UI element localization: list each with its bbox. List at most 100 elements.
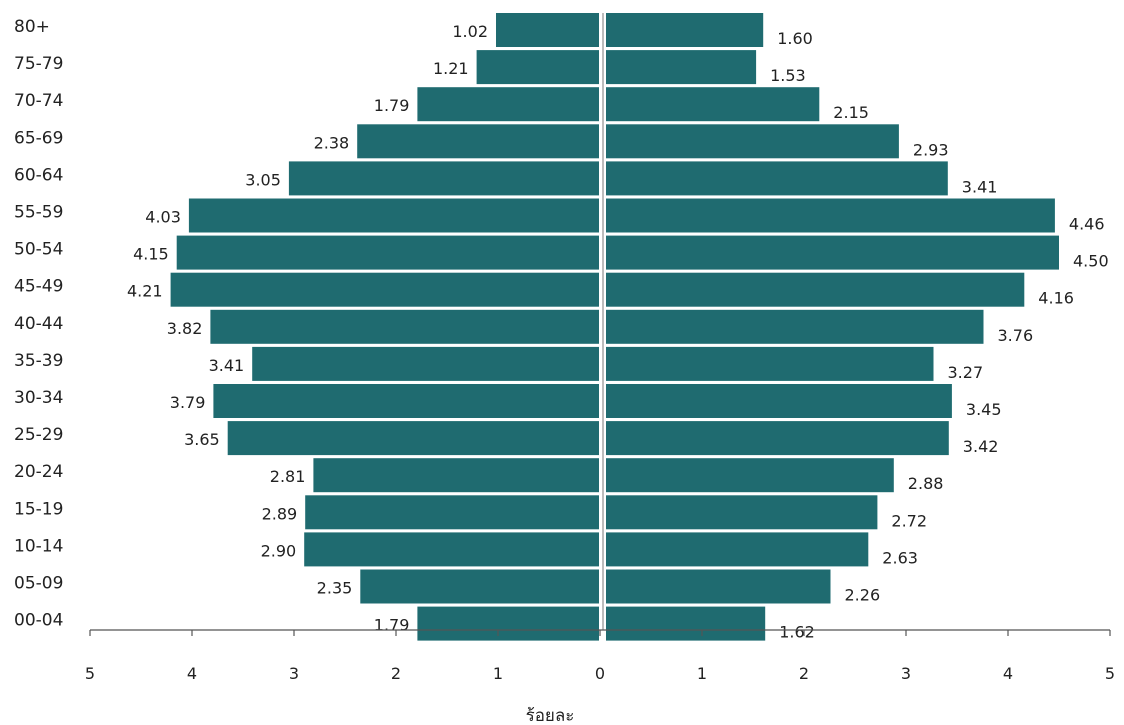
x-tick-label-5: 0 — [595, 664, 605, 683]
right-value-labels: 1.60 1.53 2.15 2.93 3.41 4.46 4.50 4.163.76 3.27… — [770, 29, 1109, 642]
value-label-right-80+: 1.60 — [777, 29, 813, 48]
bar-right-80+ — [606, 13, 764, 47]
x-tick-label-8: 3 — [901, 664, 911, 683]
bar-right-30-34 — [606, 384, 952, 418]
age-label-15-19: 15-19 — [14, 499, 63, 519]
age-label-70-74: 70-74 — [14, 91, 63, 111]
x-tick-label-4: 1 — [493, 664, 503, 683]
value-label-right-25-29: 3.42 — [963, 437, 999, 456]
bar-right-40-44 — [606, 309, 984, 344]
value-label-left-65-69: 2.38 — [314, 133, 350, 152]
value-label-right-40-44: 3.76 — [998, 326, 1034, 345]
bar-left-60-64 — [288, 161, 599, 196]
value-label-right-15-19: 2.72 — [891, 511, 927, 530]
value-label-right-20-24: 2.88 — [908, 474, 944, 493]
bar-left-55-59 — [188, 198, 599, 233]
bar-right-45-49 — [606, 272, 1025, 307]
value-label-left-25-29: 3.65 — [184, 430, 220, 449]
x-tick-label-7: 2 — [799, 664, 809, 683]
bar-left-10-14 — [304, 532, 599, 567]
bar-right-05-09 — [606, 569, 831, 604]
value-label-right-60-64: 3.41 — [962, 177, 998, 196]
age-label-55-59: 55-59 — [14, 203, 63, 223]
value-label-left-60-64: 3.05 — [245, 170, 281, 189]
bar-left-20-24 — [313, 458, 599, 493]
value-label-right-55-59: 4.46 — [1069, 215, 1105, 234]
value-label-left-75-79: 1.21 — [433, 59, 469, 78]
age-label-10-14: 10-14 — [14, 536, 63, 556]
value-label-left-10-14: 2.90 — [261, 541, 297, 560]
value-label-left-55-59: 4.03 — [145, 208, 181, 227]
age-label-40-44: 40-44 — [14, 314, 63, 334]
bar-right-70-74 — [606, 87, 820, 122]
value-label-right-50-54: 4.50 — [1073, 252, 1109, 271]
bar-right-00-04 — [606, 606, 766, 641]
value-label-left-30-34: 3.79 — [170, 393, 206, 412]
age-label-80+: 80+ — [14, 17, 50, 37]
bar-right-20-24 — [606, 458, 894, 493]
age-label-35-39: 35-39 — [14, 351, 63, 371]
bar-left-40-44 — [210, 309, 599, 344]
value-label-left-80+: 1.02 — [452, 22, 488, 41]
age-label-45-49: 45-49 — [14, 277, 63, 297]
bar-left-65-69 — [357, 124, 599, 159]
bar-left-75-79 — [476, 50, 599, 85]
bar-left-45-49 — [170, 272, 599, 307]
age-label-30-34: 30-34 — [14, 388, 63, 408]
value-label-right-05-09: 2.26 — [845, 586, 881, 605]
left-bars-group — [170, 13, 599, 641]
x-tick-label-1: 4 — [187, 664, 197, 683]
bar-left-30-34 — [213, 384, 599, 418]
x-tick-label-10: 5 — [1105, 664, 1115, 683]
age-label-20-24: 20-24 — [14, 462, 63, 482]
x-tick-label-2: 3 — [289, 664, 299, 683]
bar-left-50-54 — [176, 235, 599, 270]
bar-left-05-09 — [360, 569, 599, 604]
bar-left-35-39 — [252, 346, 599, 381]
value-label-right-45-49: 4.16 — [1038, 289, 1074, 308]
age-label-05-09: 05-09 — [14, 574, 63, 594]
age-label-25-29: 25-29 — [14, 425, 63, 445]
value-label-left-00-04: 1.79 — [374, 616, 410, 635]
value-label-left-50-54: 4.15 — [133, 245, 169, 264]
age-label-65-69: 65-69 — [14, 128, 63, 148]
value-label-right-65-69: 2.93 — [913, 140, 949, 159]
bar-left-70-74 — [417, 87, 599, 122]
value-label-right-70-74: 2.15 — [833, 103, 869, 122]
x-tick-label-9: 4 — [1003, 664, 1013, 683]
x-axis: 5 4 3 2 1 0 1 2 3 4 5 — [85, 629, 1115, 683]
value-label-left-45-49: 4.21 — [127, 282, 163, 301]
value-label-left-05-09: 2.35 — [317, 579, 353, 598]
bar-right-15-19 — [606, 495, 878, 530]
value-label-left-40-44: 3.82 — [167, 319, 203, 338]
value-label-left-20-24: 2.81 — [270, 467, 306, 486]
value-label-right-35-39: 3.27 — [948, 363, 984, 382]
bar-right-60-64 — [606, 161, 948, 196]
age-label-60-64: 60-64 — [14, 165, 63, 185]
x-tick-label-6: 1 — [697, 664, 707, 683]
bar-right-25-29 — [606, 421, 949, 456]
x-axis-title: ร้อยละ — [526, 706, 575, 725]
value-label-right-75-79: 1.53 — [770, 66, 806, 85]
age-label-50-54: 50-54 — [14, 240, 63, 260]
value-label-left-35-39: 3.41 — [209, 356, 245, 375]
bar-right-10-14 — [606, 532, 869, 567]
bar-right-35-39 — [606, 346, 934, 381]
age-label-75-79: 75-79 — [14, 54, 63, 74]
right-bars-group — [606, 13, 1059, 641]
bar-right-65-69 — [606, 124, 899, 159]
value-label-right-00-04: 1.62 — [779, 623, 815, 642]
bar-right-75-79 — [606, 50, 757, 85]
bar-left-80+ — [496, 13, 599, 47]
bar-left-00-04 — [417, 606, 599, 641]
bar-right-55-59 — [606, 198, 1055, 233]
value-label-left-70-74: 1.79 — [374, 96, 410, 115]
bar-right-50-54 — [606, 235, 1059, 270]
x-tick-label-3: 2 — [391, 664, 401, 683]
value-label-right-10-14: 2.63 — [882, 548, 918, 567]
bar-left-25-29 — [227, 421, 599, 456]
left-value-labels: 1.02 1.21 1.79 2.38 3.05 4.03 4.15 4.213.82 3.41… — [127, 22, 488, 635]
value-label-left-15-19: 2.89 — [262, 504, 298, 523]
